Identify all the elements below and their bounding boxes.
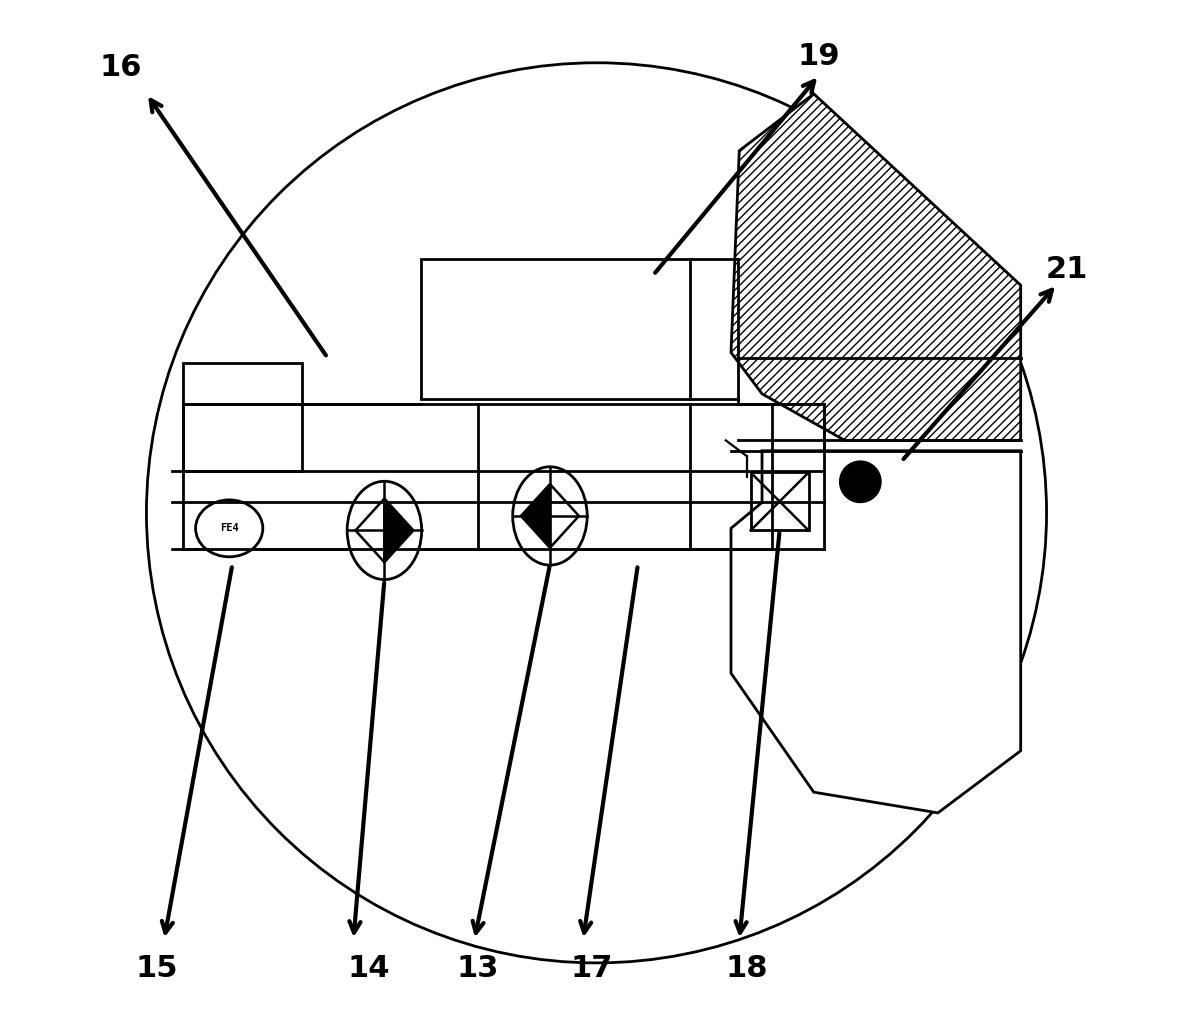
Text: 17: 17	[570, 953, 612, 982]
Polygon shape	[731, 94, 1021, 440]
Bar	[750, 472, 809, 530]
Text: 13: 13	[457, 953, 499, 982]
Polygon shape	[384, 498, 413, 563]
Polygon shape	[731, 451, 1021, 813]
Ellipse shape	[347, 482, 421, 579]
Text: 21: 21	[1046, 255, 1088, 284]
Text: 15: 15	[136, 953, 178, 982]
Text: 19: 19	[798, 42, 840, 71]
Text: 14: 14	[347, 953, 390, 982]
Circle shape	[840, 461, 880, 502]
Ellipse shape	[513, 467, 587, 565]
Polygon shape	[521, 484, 550, 548]
Text: FE4: FE4	[220, 523, 239, 534]
Text: 16: 16	[99, 54, 142, 83]
Text: 18: 18	[725, 953, 768, 982]
Bar	[421, 259, 690, 399]
Ellipse shape	[196, 500, 262, 556]
Bar	[183, 404, 772, 549]
Bar	[183, 363, 302, 471]
